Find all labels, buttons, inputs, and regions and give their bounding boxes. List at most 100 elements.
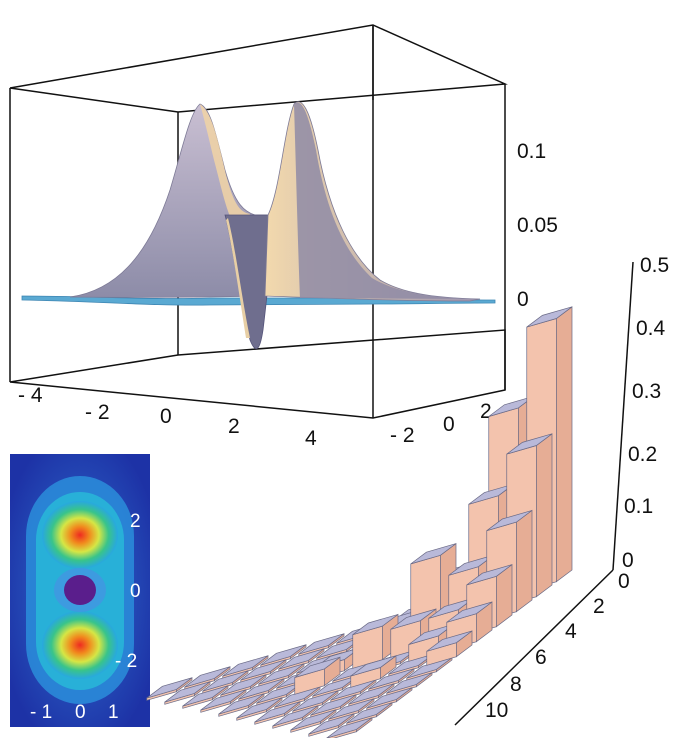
- heatmap-y-tick: 0: [130, 581, 141, 602]
- surface-x-tick: 2: [228, 415, 240, 438]
- bar3d-depth-tick: 0: [618, 570, 630, 593]
- surface-x-tick: - 4: [18, 384, 43, 407]
- bar: [426, 630, 473, 666]
- floor-tile: [254, 701, 301, 725]
- heatmap-blob-upper: [42, 501, 118, 569]
- floor-tile: [218, 693, 265, 717]
- bar-top-face: [294, 656, 341, 678]
- heatmap-y-tick: - 2: [115, 651, 137, 672]
- floor-tile: [182, 685, 229, 709]
- surface-z-axis: 0.1 0.05 0: [517, 140, 558, 311]
- heatmap-plot: 2 0 - 2 - 1 0 1: [10, 454, 150, 727]
- bar-top-face: [308, 713, 355, 735]
- bar3d-z-tick: 0.2: [628, 443, 657, 466]
- bar-top-face: [446, 601, 493, 623]
- bar-top-face: [350, 655, 397, 677]
- bar-top-face: [390, 608, 437, 630]
- bar-top-face: [526, 306, 573, 328]
- surface-peak-left-highlight: [200, 104, 250, 230]
- bar3d-depth-tick: 4: [565, 620, 577, 643]
- bar-top-face: [222, 655, 269, 677]
- surface-z-tick: 0.1: [517, 140, 546, 163]
- heatmap-y-tick: 2: [130, 511, 141, 532]
- bar3d-depth-axis-ticks: 0 2 4 6 8 10: [485, 570, 630, 722]
- bar3d-z-tick: 0.3: [632, 380, 661, 403]
- bar-top-face: [410, 543, 457, 565]
- bar3d-depth-tick: 8: [510, 673, 522, 696]
- bar: [294, 656, 341, 695]
- bar-top-face: [202, 670, 249, 692]
- bar3d-z-axis: 0.5 0.4 0.3 0.2 0.1 0: [622, 254, 669, 572]
- floor-tile: [308, 713, 355, 737]
- surface-z-tick: 0: [517, 288, 529, 311]
- surface-y-tick: 0: [443, 413, 455, 436]
- floor-tile: [290, 709, 337, 733]
- bar-top-face: [368, 668, 415, 690]
- bar-top-face: [426, 630, 473, 652]
- bar-top-face: [236, 697, 283, 719]
- bar-top-face: [428, 597, 475, 619]
- bar3d-plot: 0.5 0.4 0.3 0.2 0.1 0 0 2 4 6 8 10: [146, 254, 669, 738]
- floor-tile: [146, 677, 193, 701]
- bar-side-face: [536, 433, 553, 598]
- bar-top-face: [254, 701, 301, 723]
- box-back-top: [9, 24, 508, 113]
- bar-top-face: [258, 663, 305, 685]
- surface-z-tick: 0.05: [517, 214, 558, 237]
- floor-tile: [326, 717, 373, 738]
- floor-tile: [236, 697, 283, 721]
- bar-top-face: [326, 717, 373, 738]
- bar-top-face: [290, 709, 337, 731]
- bar-top-face: [278, 648, 325, 670]
- box-floor: [9, 329, 506, 419]
- surface-dip-highlight: [226, 218, 250, 338]
- bar-top-face: [200, 689, 247, 711]
- bar-top-face: [346, 702, 393, 724]
- bar-side-face: [556, 306, 573, 583]
- floor-tile: [164, 681, 211, 705]
- heatmap-center-core: [64, 575, 96, 605]
- heatmap-x-tick: 0: [75, 702, 86, 723]
- bar-top-face: [328, 698, 375, 720]
- bar-top-face: [506, 433, 553, 455]
- bar3d-vertical-axis: [612, 261, 634, 571]
- bar3d-z-tick: 0.5: [640, 254, 669, 277]
- bar-top-face: [292, 690, 339, 712]
- bar-top-face: [366, 687, 413, 709]
- bar-top-face: [310, 694, 357, 716]
- bar-top-face: [220, 674, 267, 696]
- bar3d-depth-tick: 6: [535, 646, 547, 669]
- floor-tile: [200, 689, 247, 713]
- bar3d-depth-tick: 2: [593, 595, 605, 618]
- bar-top-face: [298, 633, 345, 655]
- bar-top-face: [184, 666, 231, 688]
- heatmap-x-tick: - 1: [30, 702, 52, 723]
- bar-top-face: [348, 683, 395, 705]
- floor-tile: [202, 670, 249, 694]
- surface-x-tick: 0: [160, 405, 172, 428]
- bar3d-z-tick: 0.1: [624, 495, 653, 518]
- bar-top-face: [240, 659, 287, 681]
- surface-x-axis: - 4 - 2 0 2 4: [18, 384, 317, 450]
- bar3d-z-tick: 0.4: [636, 317, 666, 340]
- bar3d-z-tick: 0: [622, 549, 634, 572]
- surface-x-tick: - 2: [85, 401, 110, 424]
- bar-top-face: [466, 564, 513, 586]
- bar-top-face: [408, 623, 455, 645]
- bar-top-face: [448, 554, 495, 576]
- heatmap-x-tick: 1: [108, 702, 119, 723]
- bar-top-face: [164, 681, 211, 703]
- bar-top-face: [272, 705, 319, 727]
- bar-top-face: [218, 693, 265, 715]
- surface-peak-right-shade: [294, 102, 480, 299]
- bar-top-face: [352, 614, 399, 636]
- bar-top-face: [260, 644, 307, 666]
- surface-y-tick: - 2: [390, 424, 415, 447]
- surface-y-tick: 2: [480, 400, 492, 423]
- bar3d-depth-tick: 10: [485, 699, 508, 722]
- bar-top-face: [486, 510, 533, 532]
- bar3d-axes: [454, 261, 634, 726]
- surface-y-axis: - 2 0 2: [390, 400, 492, 447]
- bar3d-bars: [294, 306, 573, 695]
- bar-top-face: [256, 682, 303, 704]
